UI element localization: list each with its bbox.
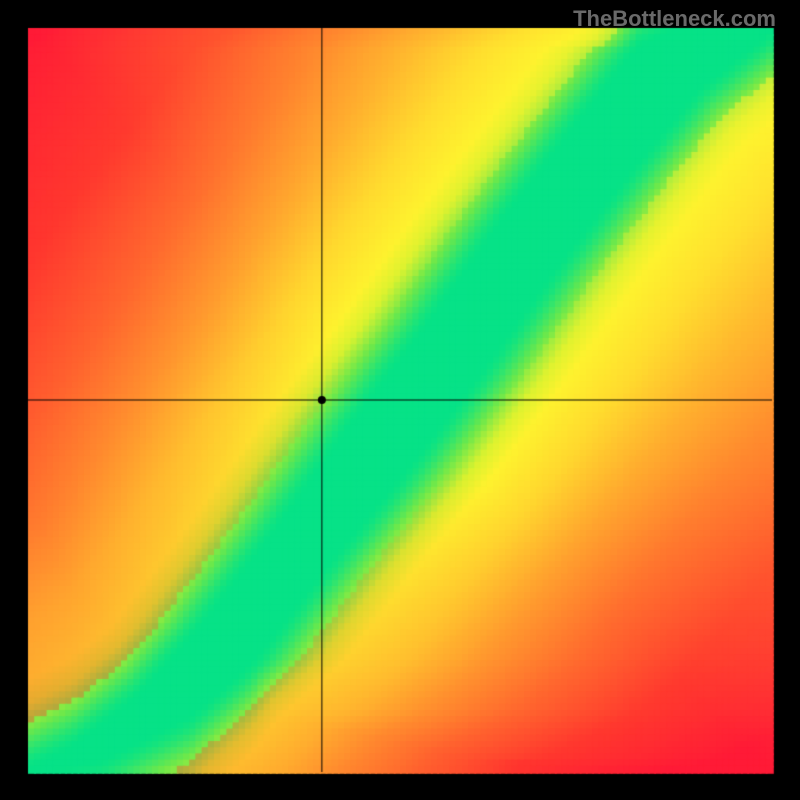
bottleneck-heatmap: [0, 0, 800, 800]
chart-container: TheBottleneck.com: [0, 0, 800, 800]
watermark-text: TheBottleneck.com: [573, 6, 776, 32]
